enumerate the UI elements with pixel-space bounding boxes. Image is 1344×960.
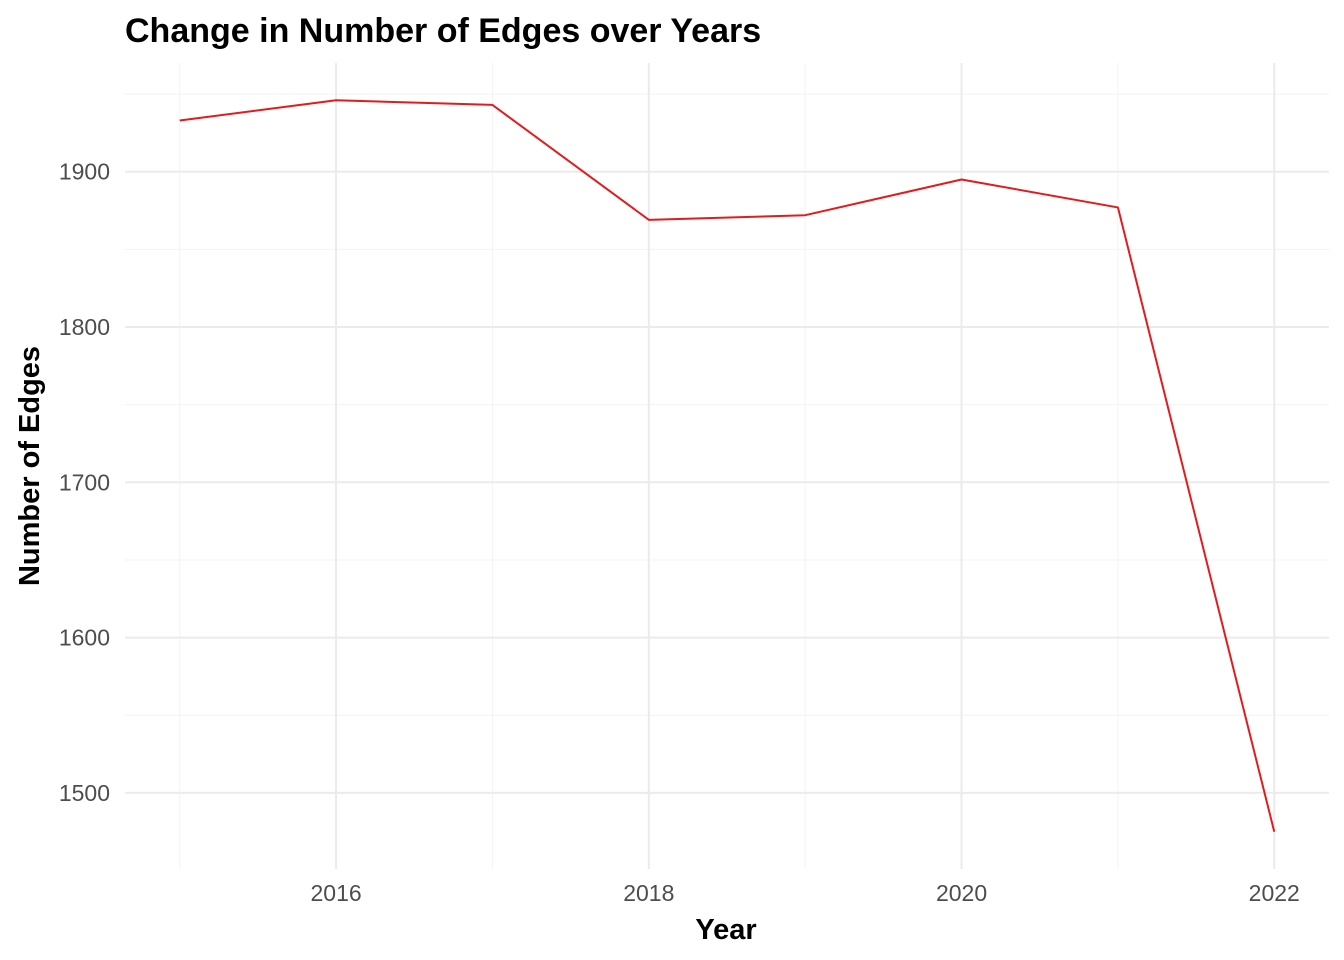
y-tick-label-0: 1500: [59, 780, 110, 806]
chart-title: Change in Number of Edges over Years: [125, 12, 761, 50]
x-tick-label-0: 2016: [311, 880, 362, 906]
x-tick-label-3: 2022: [1249, 880, 1300, 906]
tick-label-layer: 2016 2018 2020 2022 1500 1600 1700 1800 1900: [59, 159, 1300, 906]
x-tick-label-1: 2018: [623, 880, 674, 906]
x-tick-label-2: 2020: [936, 880, 987, 906]
x-axis-title: Year: [695, 914, 756, 946]
y-tick-label-2: 1700: [59, 469, 110, 495]
y-tick-label-1: 1600: [59, 625, 110, 651]
y-axis-title: Number of Edges: [14, 346, 46, 586]
series-line-0: [179, 99, 1276, 832]
y-tick-label-3: 1800: [59, 314, 110, 340]
grid-layer: [125, 63, 1329, 869]
y-tick-label-4: 1900: [59, 159, 110, 185]
series-layer: [179, 99, 1276, 832]
